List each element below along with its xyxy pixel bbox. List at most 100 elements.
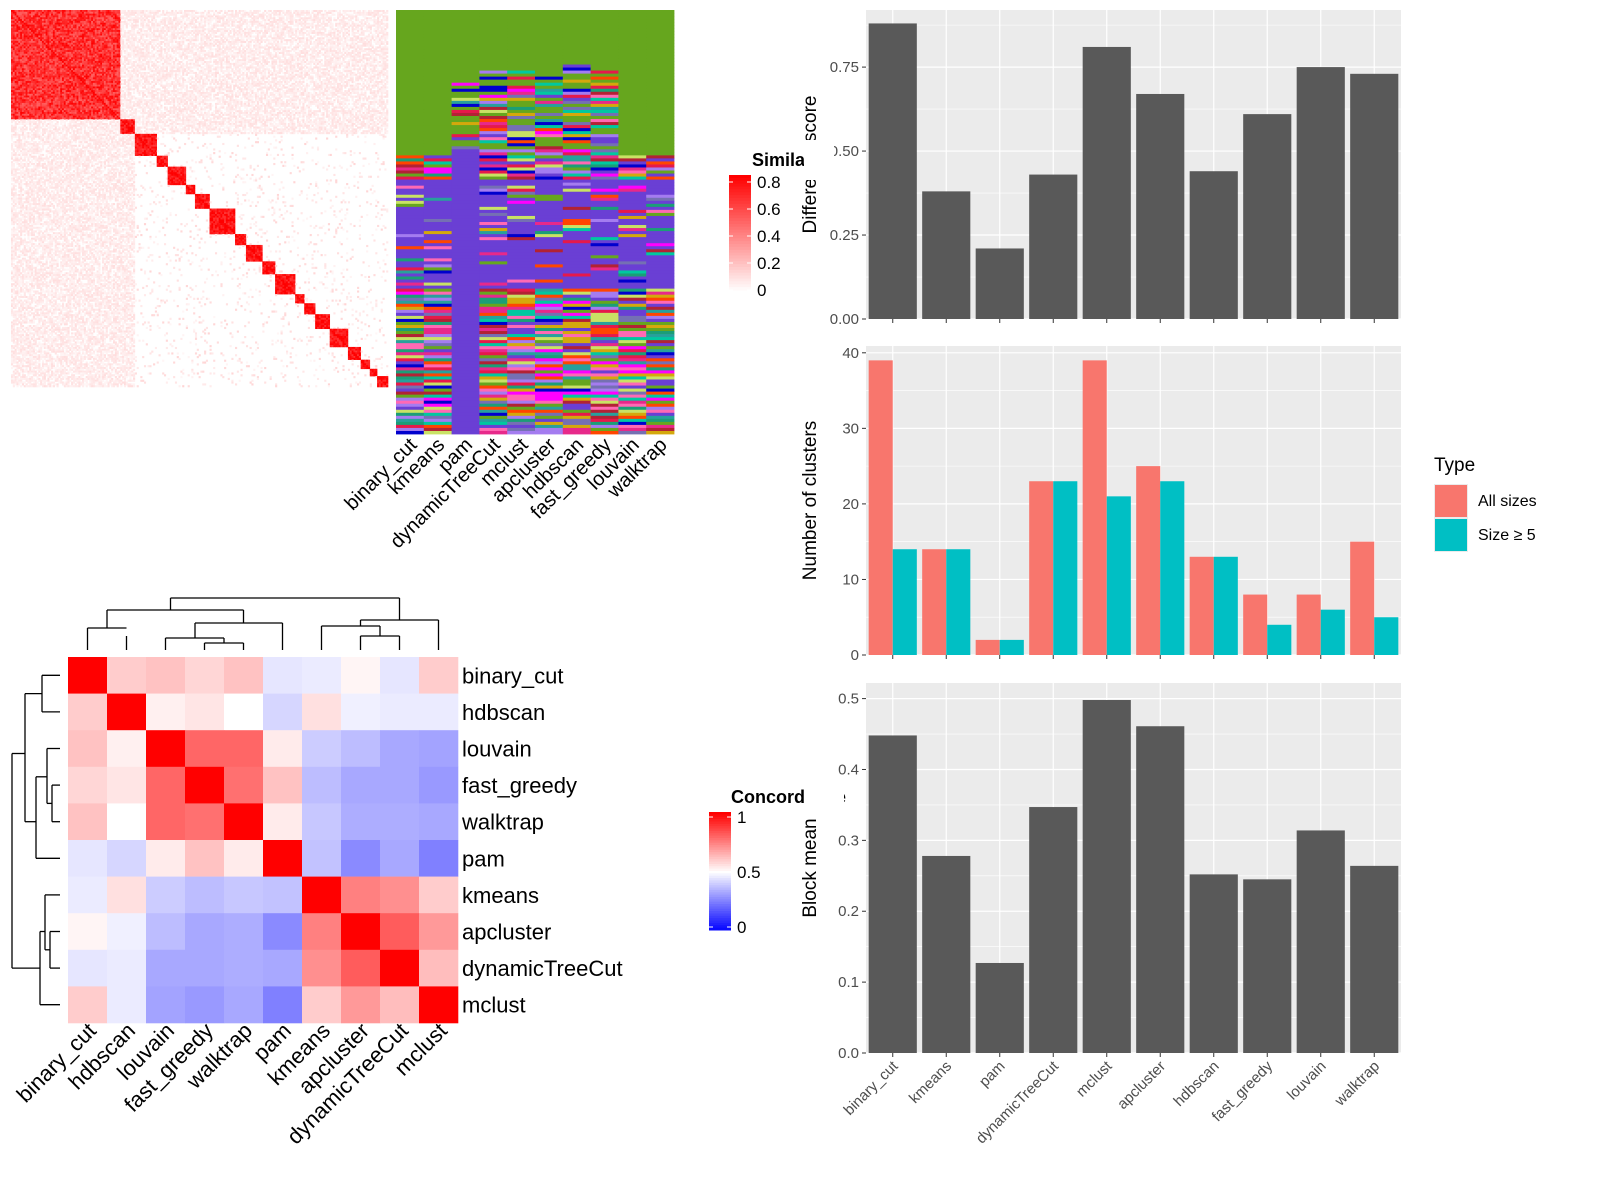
similarity-cell <box>77 46 79 48</box>
similarity-cell <box>84 12 86 14</box>
similarity-cell <box>386 17 388 19</box>
similarity-cell <box>18 10 20 12</box>
similarity-cell <box>66 26 68 28</box>
similarity-cell <box>166 48 168 50</box>
similarity-cell <box>64 32 66 34</box>
similarity-cell <box>271 45 273 47</box>
similarity-cell <box>293 19 295 21</box>
similarity-cell <box>102 59 104 61</box>
similarity-cell <box>11 39 13 41</box>
similarity-cell <box>328 25 330 27</box>
similarity-cell <box>242 61 244 63</box>
similarity-cell <box>279 19 281 21</box>
similarity-cell <box>151 25 153 27</box>
similarity-cell <box>224 52 226 54</box>
similarity-cell <box>357 45 359 47</box>
similarity-cell <box>27 12 29 14</box>
similarity-cell <box>290 50 292 52</box>
similarity-cell <box>49 46 51 48</box>
similarity-cell <box>69 26 71 28</box>
similarity-cell <box>93 15 95 17</box>
similarity-cell <box>324 23 326 25</box>
similarity-cell <box>208 37 210 39</box>
similarity-cell <box>58 39 60 41</box>
similarity-cell <box>375 61 377 63</box>
similarity-cell <box>87 15 89 17</box>
similarity-cell <box>288 34 290 36</box>
similarity-cell <box>348 14 350 16</box>
similarity-cell <box>273 43 275 45</box>
similarity-cell <box>308 45 310 47</box>
similarity-cell <box>111 59 113 61</box>
similarity-cell <box>284 61 286 63</box>
similarity-cell <box>102 25 104 27</box>
similarity-cell <box>215 14 217 16</box>
similarity-cell <box>80 43 82 45</box>
similarity-cell <box>317 54 319 56</box>
similarity-cell <box>60 57 62 59</box>
similarity-cell <box>279 25 281 27</box>
similarity-cell <box>193 56 195 58</box>
similarity-cell <box>35 25 37 27</box>
similarity-cell <box>151 41 153 43</box>
similarity-cell <box>291 28 293 30</box>
similarity-cell <box>20 19 22 21</box>
similarity-cell <box>53 19 55 21</box>
similarity-cell <box>15 46 17 48</box>
similarity-cell <box>208 15 210 17</box>
similarity-cell <box>58 12 60 14</box>
similarity-cell <box>337 59 339 61</box>
similarity-cell <box>16 63 18 65</box>
similarity-cell <box>326 12 328 14</box>
similarity-cell <box>120 30 122 32</box>
similarity-cell <box>200 32 202 34</box>
similarity-cell <box>177 19 179 21</box>
similarity-cell <box>342 25 344 27</box>
similarity-cell <box>31 34 33 36</box>
similarity-cell <box>57 15 59 17</box>
similarity-cell <box>142 54 144 56</box>
similarity-cell <box>53 37 55 39</box>
similarity-cell <box>375 28 377 30</box>
similarity-cell <box>255 19 257 21</box>
similarity-cell <box>273 54 275 56</box>
similarity-cell <box>348 61 350 63</box>
similarity-cell <box>118 15 120 17</box>
similarity-cell <box>75 45 77 47</box>
similarity-cell <box>175 45 177 47</box>
similarity-cell <box>317 46 319 48</box>
similarity-cell <box>16 37 18 39</box>
similarity-cell <box>284 56 286 58</box>
similarity-cell <box>259 54 261 56</box>
similarity-cell <box>333 50 335 52</box>
similarity-cell <box>69 32 71 34</box>
similarity-cell <box>66 21 68 23</box>
similarity-cell <box>299 59 301 61</box>
similarity-cell <box>348 30 350 32</box>
similarity-cell <box>73 26 75 28</box>
similarity-cell <box>322 41 324 43</box>
similarity-cell <box>288 57 290 59</box>
similarity-cell <box>66 43 68 45</box>
similarity-cell <box>24 23 26 25</box>
similarity-cell <box>219 54 221 56</box>
similarity-cell <box>47 14 49 16</box>
similarity-cell <box>224 21 226 23</box>
similarity-cell <box>231 10 233 12</box>
similarity-cell <box>36 25 38 27</box>
similarity-cell <box>208 28 210 30</box>
similarity-cell <box>337 17 339 19</box>
similarity-cell <box>324 41 326 43</box>
similarity-cell <box>352 30 354 32</box>
similarity-cell <box>339 41 341 43</box>
similarity-cell <box>348 34 350 36</box>
similarity-cell <box>342 15 344 17</box>
similarity-cell <box>248 34 250 36</box>
similarity-cell <box>95 17 97 19</box>
similarity-cell <box>262 57 264 59</box>
similarity-cell <box>31 30 33 32</box>
similarity-cell <box>332 39 334 41</box>
similarity-cell <box>315 14 317 16</box>
similarity-cell <box>339 10 341 12</box>
similarity-cell <box>64 30 66 32</box>
